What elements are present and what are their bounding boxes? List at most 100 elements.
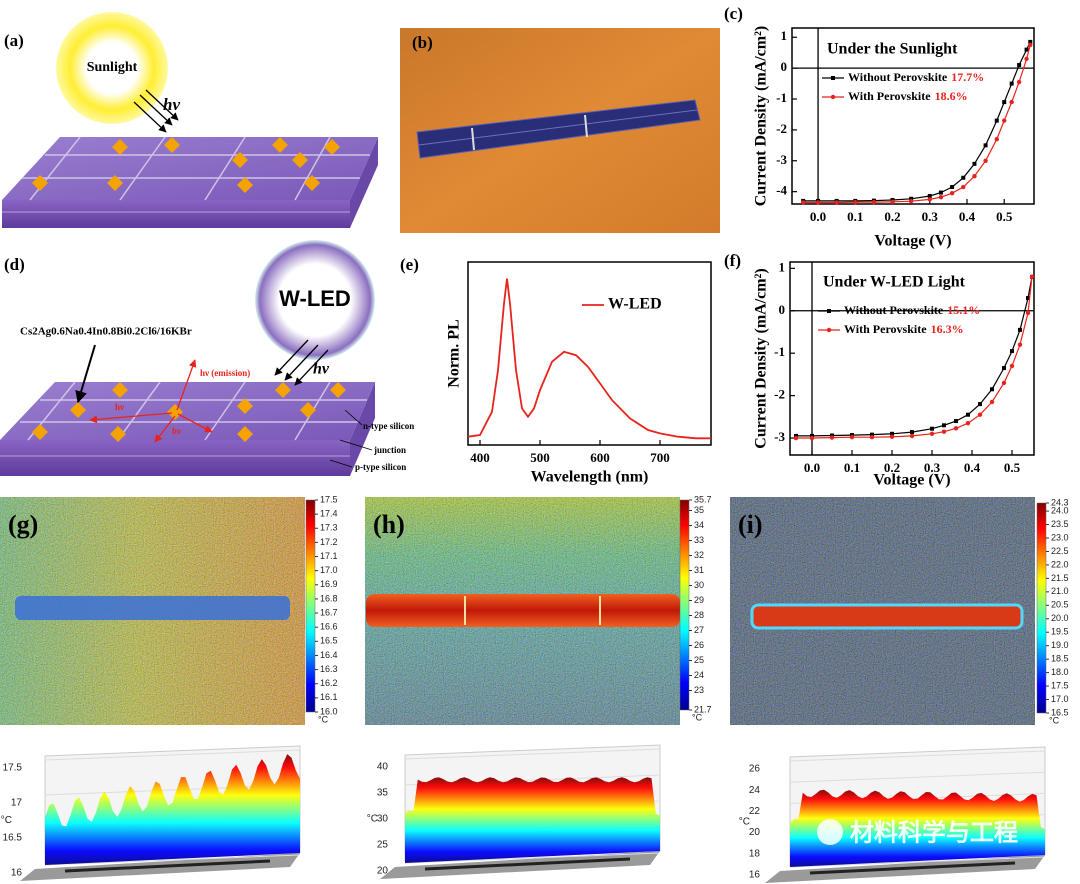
panel-d: W-LED hν hν (emission) hν hν Cs2Ag0.6Na0… <box>0 240 414 476</box>
marker <box>800 200 806 205</box>
marker <box>950 185 955 190</box>
marker <box>953 426 959 431</box>
marker <box>1025 310 1031 316</box>
z-tick-label: 20 <box>749 827 761 838</box>
marker <box>809 435 815 441</box>
surface-plot <box>765 746 1046 883</box>
colorbar-tick-label: 18.5 <box>1051 654 1069 664</box>
x-tick-label: 0.4 <box>964 460 981 475</box>
z-tick-label: 25 <box>377 840 389 851</box>
marker <box>938 190 943 195</box>
x-tick-label: 0.1 <box>847 209 863 224</box>
colorbar-tick-label: 19.5 <box>1051 627 1069 637</box>
marker <box>965 420 971 426</box>
led <box>255 240 375 360</box>
colorbar-tick-label: 35.7 <box>694 494 712 504</box>
photon-label: hν <box>115 402 124 412</box>
colorbar-tick-label: 17.5 <box>1051 680 1069 690</box>
slab-side <box>350 137 378 228</box>
legend-label: With Perovskite <box>844 322 927 336</box>
colorbar-tick-label: 24 <box>694 670 704 680</box>
colorbar-tick-label: 17.4 <box>320 509 338 519</box>
colorbar-tick-label: 18.0 <box>1051 667 1069 677</box>
z-grid-line <box>789 771 1046 783</box>
legend-annotation: 18.6% <box>935 89 968 103</box>
marker <box>994 118 999 123</box>
y-axis-label: Current Density (mA/cm²) <box>753 26 770 206</box>
marker <box>1024 56 1029 62</box>
marker <box>1028 39 1033 44</box>
watermark: 材料科学与工程 <box>817 818 1018 846</box>
layer-label: n-type silicon <box>363 421 414 431</box>
surface-plot <box>380 744 661 879</box>
colorbar-tick-label: 17.5 <box>320 494 338 504</box>
chart-title: Under W-LED Light <box>823 274 966 291</box>
colorbar-tick-label: 35 <box>694 505 704 515</box>
z-tick-label: 18 <box>749 848 761 859</box>
marker <box>890 431 894 436</box>
colorbar-unit: °C <box>692 712 703 722</box>
x-tick-label: 0.2 <box>884 209 900 224</box>
material-label: Cs2Ag0.6Na0.4In0.8Bi0.2Cl6/16KBr <box>20 326 192 338</box>
colorbar-tick-label: 25 <box>694 655 704 665</box>
photon-label: hν <box>172 426 181 436</box>
x-tick-label: 700 <box>650 450 670 465</box>
thermal-object <box>366 594 680 627</box>
watermark-text: 材料科学与工程 <box>850 818 1018 846</box>
panel-label: (g) <box>8 510 38 539</box>
emission-label: hν (emission) <box>200 368 250 378</box>
marker <box>1017 63 1022 68</box>
thermal-object <box>750 603 1024 630</box>
x-tick-label: 0.2 <box>884 460 900 475</box>
colorbar-tick-label: 33 <box>694 535 704 545</box>
marker <box>941 429 947 434</box>
light-arrows <box>274 339 329 386</box>
marker <box>938 195 944 200</box>
z-grid-line <box>44 854 301 866</box>
colorbar-tick-label: 17.1 <box>320 551 338 561</box>
cell-line <box>418 109 698 146</box>
legend-marker <box>830 94 836 100</box>
cell-joint <box>471 127 475 151</box>
marker <box>871 199 877 205</box>
colorbar-tick-label: 22.0 <box>1051 559 1069 569</box>
legend-label: With Perovskite <box>848 89 931 103</box>
colorbar-tick-label: 29 <box>694 595 704 605</box>
marker <box>972 161 977 166</box>
marker <box>949 190 955 196</box>
thermal-image <box>730 497 1035 725</box>
marker <box>1010 349 1014 354</box>
y-tick-label: 0 <box>779 302 786 317</box>
x-tick-label: 0.0 <box>810 209 826 224</box>
legend-label: Without Perovskite <box>848 70 948 84</box>
x-tick-label: 0.1 <box>844 460 860 475</box>
marker <box>972 174 977 179</box>
light-arrows <box>133 89 179 133</box>
series-line <box>467 278 711 440</box>
surface-plot <box>20 745 301 881</box>
emission-arrows <box>89 359 213 443</box>
led-label: W-LED <box>279 286 351 311</box>
y-tick-label: -3 <box>774 429 785 444</box>
y-tick-label: -3 <box>776 152 787 167</box>
watermark-icon <box>817 819 843 845</box>
z-tick-label: 16 <box>11 868 23 879</box>
slab-side <box>350 382 375 476</box>
sun-label: Sunlight <box>87 60 138 75</box>
z-tick-label: 22 <box>749 806 761 817</box>
colorbar <box>305 499 316 713</box>
marker <box>890 199 895 205</box>
legend-marker <box>831 76 835 80</box>
plot-frame <box>467 261 712 446</box>
layer-leaders <box>329 409 373 468</box>
marker <box>889 434 895 439</box>
marker <box>1018 327 1022 332</box>
legend-marker <box>827 309 831 313</box>
colorbar-tick-label: 23.0 <box>1051 532 1069 542</box>
slab-top <box>0 382 375 440</box>
marker <box>1026 296 1030 301</box>
colorbar-tick-label: 16.2 <box>320 678 338 688</box>
y-tick-label: -4 <box>776 183 787 198</box>
slab-front <box>2 200 350 228</box>
grid <box>22 136 370 201</box>
